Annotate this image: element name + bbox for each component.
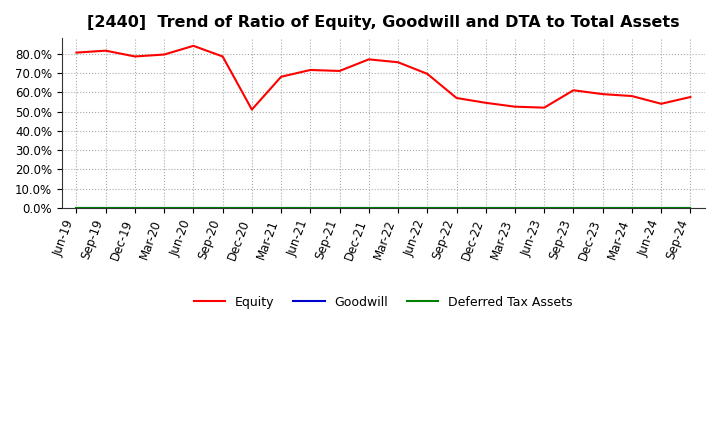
Goodwill: [657, 205, 665, 211]
Goodwill: [394, 205, 402, 211]
Equity: [510, 104, 519, 109]
Equity: [72, 50, 81, 55]
Goodwill: [686, 205, 695, 211]
Legend: Equity, Goodwill, Deferred Tax Assets: Equity, Goodwill, Deferred Tax Assets: [189, 291, 578, 314]
Goodwill: [628, 205, 636, 211]
Equity: [364, 57, 373, 62]
Equity: [218, 54, 227, 59]
Deferred Tax Assets: [510, 205, 519, 211]
Equity: [598, 92, 607, 97]
Deferred Tax Assets: [364, 205, 373, 211]
Goodwill: [482, 205, 490, 211]
Deferred Tax Assets: [482, 205, 490, 211]
Goodwill: [569, 205, 577, 211]
Deferred Tax Assets: [72, 205, 81, 211]
Line: Equity: Equity: [76, 46, 690, 110]
Goodwill: [510, 205, 519, 211]
Goodwill: [218, 205, 227, 211]
Deferred Tax Assets: [628, 205, 636, 211]
Equity: [686, 95, 695, 100]
Goodwill: [423, 205, 431, 211]
Equity: [540, 105, 549, 110]
Goodwill: [364, 205, 373, 211]
Equity: [569, 88, 577, 93]
Goodwill: [248, 205, 256, 211]
Goodwill: [452, 205, 461, 211]
Equity: [628, 93, 636, 99]
Deferred Tax Assets: [423, 205, 431, 211]
Equity: [160, 52, 168, 57]
Deferred Tax Assets: [657, 205, 665, 211]
Title: [2440]  Trend of Ratio of Equity, Goodwill and DTA to Total Assets: [2440] Trend of Ratio of Equity, Goodwil…: [87, 15, 680, 30]
Deferred Tax Assets: [276, 205, 285, 211]
Deferred Tax Assets: [569, 205, 577, 211]
Goodwill: [72, 205, 81, 211]
Goodwill: [160, 205, 168, 211]
Deferred Tax Assets: [598, 205, 607, 211]
Equity: [130, 54, 139, 59]
Equity: [452, 95, 461, 101]
Goodwill: [336, 205, 344, 211]
Equity: [482, 100, 490, 106]
Deferred Tax Assets: [189, 205, 198, 211]
Equity: [189, 43, 198, 48]
Goodwill: [306, 205, 315, 211]
Goodwill: [540, 205, 549, 211]
Equity: [423, 71, 431, 77]
Equity: [306, 67, 315, 73]
Equity: [248, 107, 256, 112]
Equity: [657, 101, 665, 106]
Deferred Tax Assets: [452, 205, 461, 211]
Goodwill: [189, 205, 198, 211]
Deferred Tax Assets: [540, 205, 549, 211]
Equity: [394, 59, 402, 65]
Equity: [336, 68, 344, 73]
Deferred Tax Assets: [160, 205, 168, 211]
Goodwill: [598, 205, 607, 211]
Deferred Tax Assets: [306, 205, 315, 211]
Deferred Tax Assets: [218, 205, 227, 211]
Equity: [102, 48, 110, 53]
Deferred Tax Assets: [102, 205, 110, 211]
Deferred Tax Assets: [394, 205, 402, 211]
Deferred Tax Assets: [686, 205, 695, 211]
Goodwill: [276, 205, 285, 211]
Deferred Tax Assets: [248, 205, 256, 211]
Deferred Tax Assets: [130, 205, 139, 211]
Goodwill: [102, 205, 110, 211]
Equity: [276, 74, 285, 79]
Deferred Tax Assets: [336, 205, 344, 211]
Goodwill: [130, 205, 139, 211]
